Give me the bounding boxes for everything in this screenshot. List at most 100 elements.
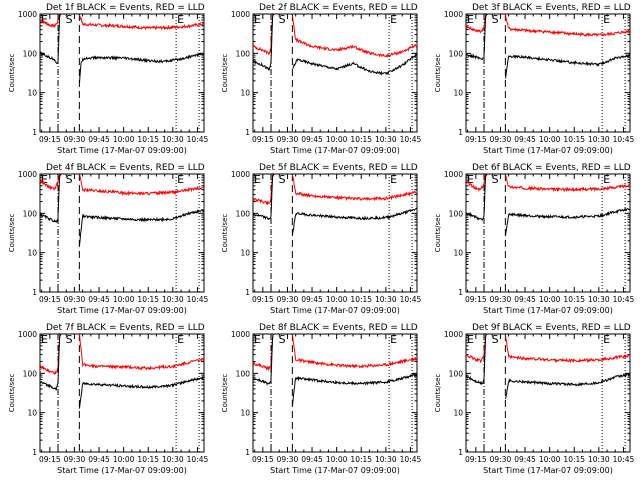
y-axis-label: Counts/sec bbox=[8, 214, 16, 253]
y-tick-label: 1 bbox=[458, 288, 463, 297]
x-tick-label: 10:45 bbox=[187, 295, 209, 304]
plot-frame bbox=[252, 173, 418, 293]
event-marker-label: E bbox=[254, 333, 261, 346]
x-tick-label: 10:15 bbox=[350, 295, 372, 304]
x-tick-label: 10:30 bbox=[375, 135, 397, 144]
y-tick-label: 1 bbox=[245, 288, 250, 297]
plot-frame bbox=[465, 333, 631, 453]
event-marker-label: S bbox=[66, 13, 73, 26]
y-tick-label: 10 bbox=[240, 249, 250, 258]
event-marker-label: S bbox=[492, 13, 499, 26]
events-series-line bbox=[252, 173, 418, 236]
x-tick-label: 09:30 bbox=[277, 455, 299, 464]
x-tick-label: 10:30 bbox=[588, 455, 610, 464]
y-tick-label: 1 bbox=[458, 448, 463, 457]
x-tick-label: 09:15 bbox=[39, 455, 61, 464]
lld-series-line bbox=[252, 12, 418, 59]
y-tick-label: 100 bbox=[236, 369, 251, 378]
y-tick-label: 1000 bbox=[231, 10, 250, 19]
x-tick-label: 10:00 bbox=[539, 455, 561, 464]
x-tick-label: 10:00 bbox=[113, 455, 135, 464]
x-tick-label: 10:15 bbox=[350, 455, 372, 464]
y-tick-label: 100 bbox=[236, 49, 251, 58]
x-tick-label: 10:15 bbox=[137, 135, 159, 144]
event-marker-label: E bbox=[41, 173, 48, 186]
plot-frame bbox=[252, 333, 418, 453]
x-tick-label: 09:45 bbox=[514, 295, 536, 304]
x-tick-label: 09:45 bbox=[88, 295, 110, 304]
panel-title: Det 2f BLACK = Events, RED = LLD bbox=[259, 3, 418, 13]
x-tick-label: 10:30 bbox=[375, 295, 397, 304]
x-tick-label: 09:15 bbox=[465, 455, 487, 464]
y-tick-label: 10 bbox=[240, 89, 250, 98]
event-marker-label: S bbox=[66, 333, 73, 346]
x-tick-label: 10:45 bbox=[613, 135, 635, 144]
lld-series-line bbox=[252, 333, 418, 372]
x-tick-label: 09:30 bbox=[64, 135, 86, 144]
x-tick-label: 09:45 bbox=[514, 455, 536, 464]
event-marker-label: E bbox=[467, 13, 474, 26]
x-tick-label: 09:30 bbox=[490, 135, 512, 144]
event-marker-label: E bbox=[467, 333, 474, 346]
plot-frame bbox=[39, 13, 205, 133]
y-tick-label: 1 bbox=[32, 288, 37, 297]
x-tick-label: 10:45 bbox=[187, 135, 209, 144]
events-series-line bbox=[465, 333, 631, 400]
event-marker-label: E bbox=[390, 173, 397, 186]
x-tick-label: 09:15 bbox=[465, 135, 487, 144]
y-tick-label: 10 bbox=[27, 89, 37, 98]
y-axis-label: Counts/sec bbox=[221, 54, 229, 93]
y-axis-label: Counts/sec bbox=[8, 54, 16, 93]
plot-frame bbox=[465, 173, 631, 293]
lld-series-line bbox=[465, 12, 631, 38]
events-series-line bbox=[39, 13, 205, 83]
panel-title: Det 7f BLACK = Events, RED = LLD bbox=[46, 323, 205, 333]
events-series-line bbox=[252, 333, 418, 406]
x-tick-label: 09:45 bbox=[301, 455, 323, 464]
y-axis-label: Counts/sec bbox=[434, 374, 442, 413]
event-marker-label: E bbox=[603, 13, 610, 26]
lld-series-line bbox=[39, 13, 205, 31]
x-tick-label: 10:15 bbox=[563, 135, 585, 144]
event-marker-label: E bbox=[254, 173, 261, 186]
lld-series-line bbox=[252, 172, 418, 206]
y-tick-label: 1 bbox=[245, 128, 250, 137]
y-tick-label: 1000 bbox=[18, 10, 37, 19]
x-tick-label: 10:30 bbox=[162, 135, 184, 144]
x-tick-label: 09:45 bbox=[301, 295, 323, 304]
x-axis-label: Start Time (17-Mar-07 09:09:00) bbox=[483, 466, 613, 475]
x-axis-label: Start Time (17-Mar-07 09:09:00) bbox=[57, 306, 187, 315]
event-marker-label: S bbox=[279, 173, 286, 186]
event-marker-label: E bbox=[390, 333, 397, 346]
x-tick-label: 10:30 bbox=[588, 295, 610, 304]
x-tick-label: 09:30 bbox=[490, 295, 512, 304]
plot-frame bbox=[39, 333, 205, 453]
y-tick-label: 10 bbox=[27, 409, 37, 418]
events-series-line bbox=[39, 173, 205, 246]
lld-series-line bbox=[465, 173, 631, 193]
x-tick-label: 09:15 bbox=[252, 295, 274, 304]
y-tick-label: 1 bbox=[32, 448, 37, 457]
events-series-line bbox=[465, 13, 631, 79]
x-tick-label: 09:45 bbox=[514, 135, 536, 144]
x-tick-label: 09:15 bbox=[39, 135, 61, 144]
panel-title: Det 1f BLACK = Events, RED = LLD bbox=[46, 3, 205, 13]
x-tick-label: 10:00 bbox=[326, 135, 348, 144]
y-tick-label: 10 bbox=[453, 89, 463, 98]
detector-panel: Det 6f BLACK = Events, RED = LLD Counts/s… bbox=[434, 163, 634, 315]
x-axis-label: Start Time (17-Mar-07 09:09:00) bbox=[57, 466, 187, 475]
x-tick-label: 10:00 bbox=[539, 135, 561, 144]
event-marker-label: E bbox=[390, 13, 397, 26]
x-tick-label: 10:30 bbox=[162, 455, 184, 464]
x-tick-label: 09:45 bbox=[88, 135, 110, 144]
y-tick-label: 1000 bbox=[18, 170, 37, 179]
event-marker-label: S bbox=[492, 333, 499, 346]
y-axis-label: Counts/sec bbox=[221, 214, 229, 253]
event-marker-label: E bbox=[41, 13, 48, 26]
y-tick-label: 100 bbox=[23, 209, 38, 218]
event-marker-label: E bbox=[177, 173, 184, 186]
y-tick-label: 10 bbox=[240, 409, 250, 418]
y-axis-label: Counts/sec bbox=[221, 374, 229, 413]
x-tick-label: 09:15 bbox=[465, 295, 487, 304]
